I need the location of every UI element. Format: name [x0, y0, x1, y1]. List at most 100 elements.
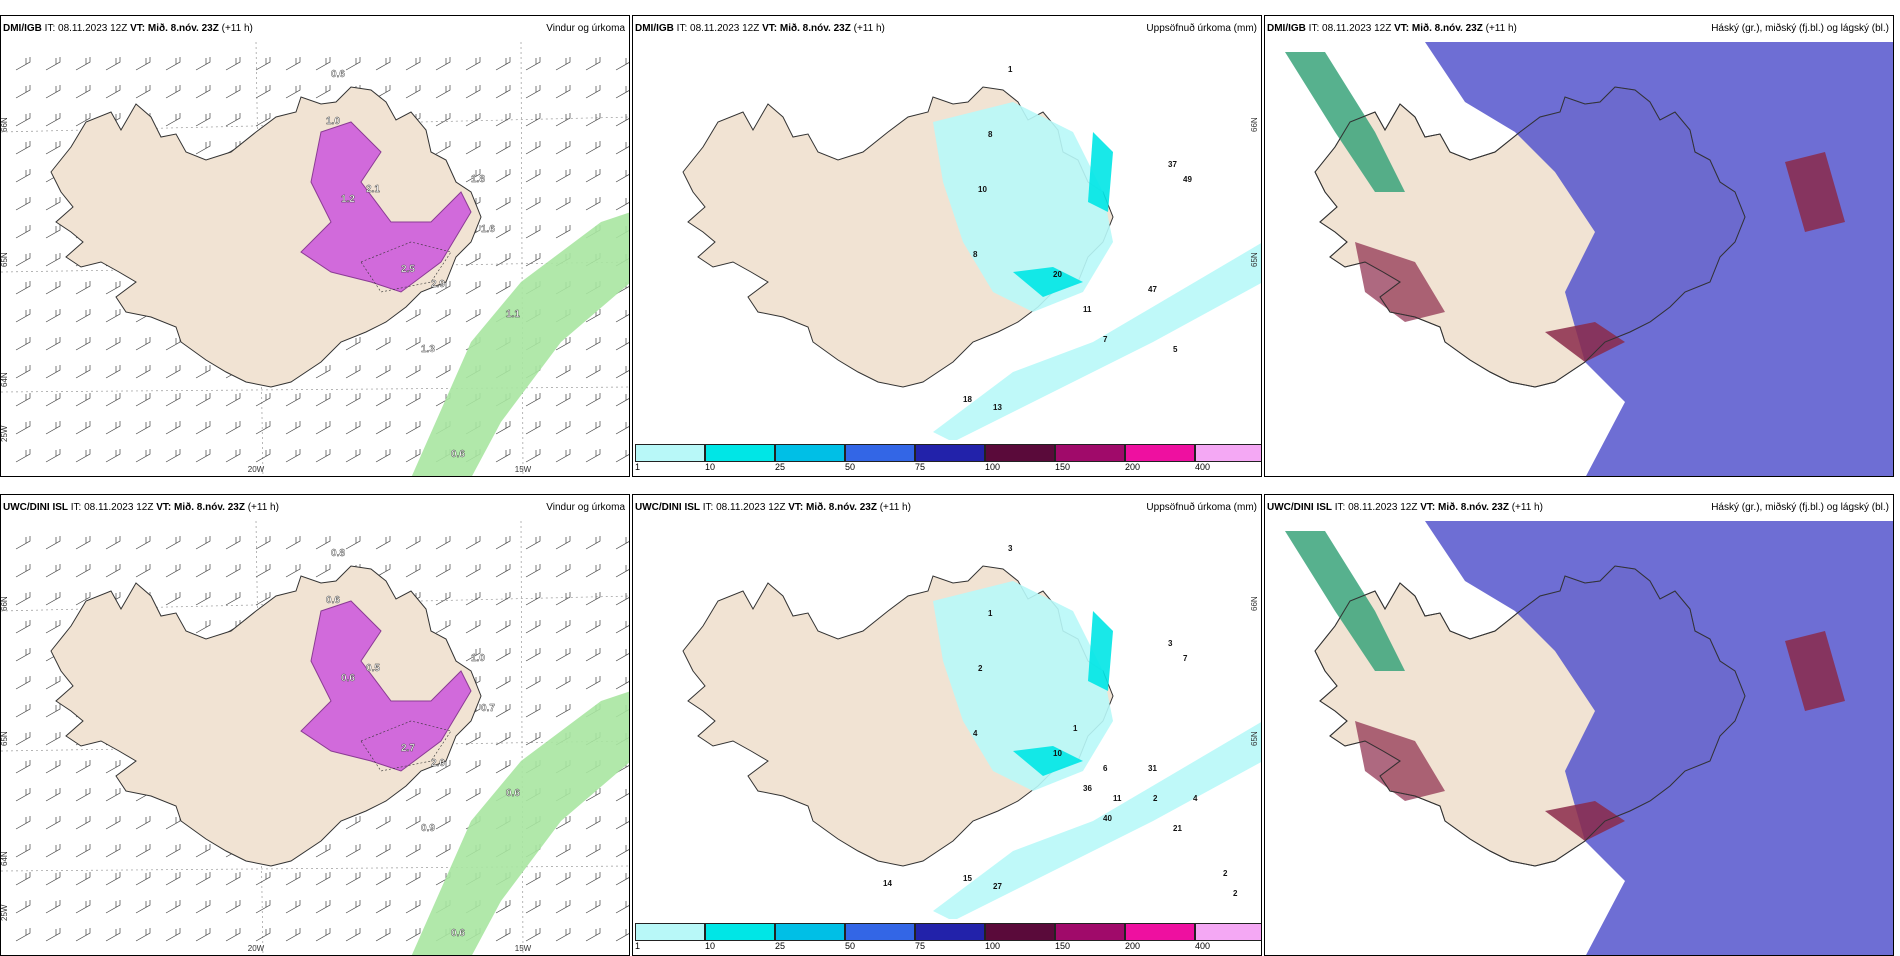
latitude-label: 65N	[1250, 731, 1259, 746]
init-time: IT: 08.11.2023 12Z	[1334, 502, 1418, 513]
wind-barb	[465, 85, 481, 99]
wind-barb	[105, 844, 121, 858]
wind-barb	[45, 141, 61, 155]
wind-barb	[135, 421, 151, 435]
wind-barb	[285, 900, 301, 914]
colorbar-tick-label: 10	[705, 941, 716, 951]
latitude-label: 65N	[1, 731, 9, 746]
colorbar-tick-label: 75	[915, 941, 926, 951]
wind-barb	[345, 337, 361, 351]
wind-barb	[555, 197, 571, 211]
wind-barb	[345, 844, 361, 858]
wind-barb	[165, 421, 181, 435]
wind-barb	[105, 900, 121, 914]
wind-barb	[375, 844, 391, 858]
wind-barb	[315, 365, 331, 379]
wind-barb	[615, 677, 629, 690]
wind-barb	[255, 592, 271, 606]
panel-dmi-wind-precip: DMI/IGB IT: 08.11.2023 12Z VT: Mið. 8.nó…	[0, 15, 630, 477]
wind-barb	[495, 648, 511, 662]
colorbar-swatch	[635, 444, 705, 462]
wind-barb	[615, 142, 629, 155]
precip-value-label: 1.2	[341, 194, 355, 205]
colorbar-swatch	[775, 923, 845, 941]
map-clouds	[1265, 521, 1893, 955]
wind-barb	[345, 449, 361, 463]
model-name: UWC/DINI ISL	[3, 502, 68, 513]
wind-barb	[345, 365, 361, 379]
panel-header: DMI/IGB IT: 08.11.2023 12Z VT: Mið. 8.nó…	[633, 16, 1261, 42]
wind-barb	[525, 421, 541, 435]
wind-barb	[135, 85, 151, 99]
wind-barb	[495, 85, 511, 99]
wind-barb	[435, 309, 451, 323]
colorbar-swatch	[705, 444, 775, 462]
lead-time: (+11 h)	[1485, 23, 1517, 34]
wind-barb	[465, 760, 481, 774]
wind-barb	[435, 788, 451, 802]
wind-barb	[285, 85, 301, 99]
wind-barb	[45, 900, 61, 914]
mid-cloud-area	[1385, 521, 1893, 955]
panel-title: Uppsöfnuð úrkoma (mm)	[1146, 502, 1257, 513]
colorbar-tick-label: 100	[985, 941, 1001, 951]
wind-barb	[525, 676, 541, 690]
wind-barb	[495, 732, 511, 746]
wind-barb	[615, 845, 629, 858]
valid-label: VT:	[1420, 502, 1436, 513]
accum-value-label: 3	[1008, 544, 1013, 553]
wind-barb	[195, 900, 211, 914]
panel-dmi-accum-precip: DMI/IGB IT: 08.11.2023 12Z VT: Mið. 8.nó…	[632, 15, 1262, 477]
wind-barb	[555, 900, 571, 914]
wind-barb	[315, 85, 331, 99]
wind-barb	[615, 422, 629, 435]
wind-barb	[105, 928, 121, 942]
accum-value-label: 11	[1083, 305, 1092, 314]
wind-barb	[105, 788, 121, 802]
valid-label: VT:	[1394, 23, 1410, 34]
wind-barb	[525, 57, 541, 71]
graticule-line	[1, 386, 629, 393]
wind-barb	[375, 449, 391, 463]
accum-value-label: 2	[978, 664, 983, 673]
wind-barb	[285, 57, 301, 71]
accum-value-label: 47	[1148, 285, 1157, 294]
wind-barb	[435, 281, 451, 295]
accum-value-label: 36	[1083, 784, 1092, 793]
accum-value-label: 8	[988, 130, 993, 139]
colorbar-tick-label: 50	[845, 941, 856, 951]
wind-barb	[585, 421, 601, 435]
wind-barb	[15, 421, 31, 435]
wind-barb	[315, 844, 331, 858]
accum-value-label: 31	[1148, 764, 1157, 773]
longitude-label: 20W	[248, 944, 265, 953]
wind-barb	[15, 788, 31, 802]
precip-green-band	[411, 691, 629, 955]
wind-barb	[75, 788, 91, 802]
wind-barb	[435, 57, 451, 71]
precip-value-label: 1.3	[421, 344, 435, 355]
wind-barb	[45, 309, 61, 323]
wind-barb	[45, 788, 61, 802]
wind-barb	[555, 85, 571, 99]
panel-dmi-clouds: DMI/IGB IT: 08.11.2023 12Z VT: Mið. 8.nó…	[1264, 15, 1894, 477]
wind-barb	[615, 789, 629, 802]
wind-barb	[195, 85, 211, 99]
map-clouds	[1265, 42, 1893, 476]
wind-barb	[495, 197, 511, 211]
wind-barb	[615, 593, 629, 606]
wind-barb	[585, 57, 601, 71]
wind-barb	[495, 564, 511, 578]
mid-cloud-area	[1385, 42, 1893, 476]
colorbar-tick-label: 150	[1055, 462, 1071, 472]
wind-barb	[315, 449, 331, 463]
wind-barb	[15, 57, 31, 71]
wind-barb	[45, 732, 61, 746]
wind-barb	[15, 225, 31, 239]
accum-value-label: 5	[1173, 345, 1178, 354]
wind-barb	[465, 592, 481, 606]
colorbar-swatch	[845, 923, 915, 941]
wind-barb	[555, 449, 571, 463]
wind-barb	[165, 449, 181, 463]
wind-barb	[225, 421, 241, 435]
